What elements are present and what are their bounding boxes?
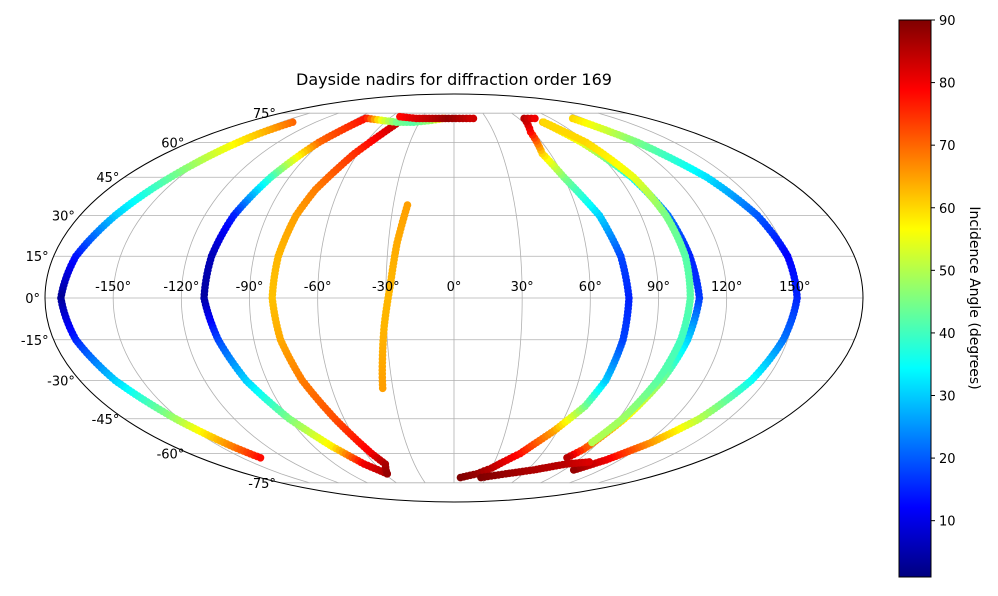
lon-tick-label: 60° [579, 280, 602, 295]
lat-tick-label: -15° [21, 334, 49, 349]
colorbar-tick-label: 20 [939, 452, 956, 467]
data-point [469, 114, 478, 123]
longitude-tick-labels: -150° -120° -90° -60° -30° 0° 30° 60° 90° 120° 150… [95, 280, 810, 295]
lon-tick-label: -60° [304, 280, 332, 295]
colorbar-tick-label: 10 [939, 515, 956, 530]
colorbar-gradient [898, 19, 932, 578]
lon-tick-label: 0° [447, 280, 462, 295]
graticule [44, 93, 864, 503]
data-point [383, 470, 391, 478]
colorbar-tick-label: 30 [939, 390, 956, 405]
data-point [588, 438, 596, 447]
lon-tick-label: -150° [95, 280, 131, 295]
colorbar-label: Incidence Angle (degrees) [966, 206, 982, 389]
grid-meridian [482, 112, 523, 484]
lon-tick-label: 90° [647, 280, 670, 295]
colorbar-tick-label: 90 [939, 14, 956, 29]
lat-tick-label: 45° [96, 171, 119, 186]
data-point [563, 454, 571, 462]
lon-tick-label: 150° [779, 280, 810, 295]
lat-tick-label: 75° [253, 107, 276, 122]
lat-tick-label: 0° [25, 292, 40, 307]
lon-tick-label: -30° [372, 280, 400, 295]
lon-tick-label: 30° [511, 280, 534, 295]
colorbar-tick-label: 40 [939, 327, 956, 342]
data-point [256, 454, 265, 462]
lat-tick-label: 30° [52, 210, 75, 225]
lat-tick-label: 15° [26, 250, 49, 265]
map-outline [44, 93, 864, 503]
lat-tick-label: -45° [92, 413, 120, 428]
data-point [585, 458, 593, 466]
data-point [569, 466, 578, 474]
colorbar-tick-label: 70 [939, 139, 956, 154]
colorbar-tick-label: 60 [939, 202, 956, 217]
colorbar: 10 20 30 40 50 60 70 80 90 Incidence Angle (degr… [898, 14, 982, 578]
grid-meridian [180, 112, 339, 484]
data-point [531, 114, 539, 123]
colorbar-tick-label: 80 [939, 77, 956, 92]
chart-title: Dayside nadirs for diffraction order 169 [296, 70, 612, 89]
lon-tick-label: 120° [711, 280, 742, 295]
lon-tick-label: -90° [236, 280, 264, 295]
colorbar-tick-label: 50 [939, 264, 956, 279]
lon-tick-label: -120° [163, 280, 199, 295]
data-point [378, 384, 387, 393]
lat-tick-label: 60° [161, 136, 184, 151]
lat-tick-label: -75° [248, 477, 276, 492]
data-points [57, 112, 801, 482]
lat-tick-label: -60° [157, 448, 185, 463]
colorbar-ticks: 10 20 30 40 50 60 70 80 90 [931, 14, 956, 530]
grid-meridian [249, 112, 368, 484]
latitude-tick-labels: -75° -60° -45° -30° -15° 0° 15° 30° 45° 60° 75° [21, 107, 276, 492]
lat-tick-label: -30° [47, 374, 75, 389]
grid-meridian [569, 112, 728, 484]
